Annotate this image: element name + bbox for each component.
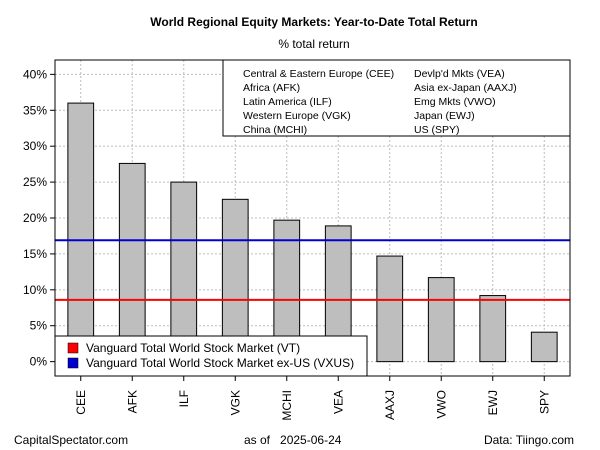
x-tick-label: AFK [125, 390, 139, 413]
category-legend-entry: China (MCHI) [243, 124, 307, 136]
reference-legend-box [54, 335, 368, 377]
bar-ewj [479, 295, 507, 363]
x-tick-label: SPY [537, 390, 551, 414]
category-legend-entry: Emg Mkts (VWO) [414, 96, 496, 108]
category-legend-entry: Western Europe (VGK) [243, 110, 351, 122]
bar-afk [118, 162, 146, 363]
x-tick-label: AAXJ [383, 390, 397, 420]
y-tick-label: 0% [30, 355, 48, 369]
bar-vgk [221, 198, 249, 363]
category-legend-box [222, 59, 571, 137]
footer-data-credit: Data: Tiingo.com [483, 433, 574, 447]
x-tick-label: VGK [228, 390, 242, 415]
x-tick-label: MCHI [280, 390, 294, 421]
category-legend-entry: Devlp'd Mkts (VEA) [414, 68, 505, 80]
y-tick-label: 40% [23, 67, 47, 81]
reference-legend-swatch [67, 357, 79, 369]
x-tick-label: VWO [434, 390, 448, 419]
category-legend-entry: US (SPY) [414, 124, 460, 136]
x-tick-label: CEE [74, 390, 88, 415]
reference-lines [55, 239, 570, 301]
reference-legend: Vanguard Total World Stock Market (VT)Va… [54, 335, 368, 377]
chart-title: World Regional Equity Markets: Year-to-D… [150, 15, 477, 29]
category-legend-entry: Central & Eastern Europe (CEE) [243, 68, 394, 80]
x-axis-ticks: CEE AFK ILF VGK MCHI VEA AAXJ VWO EWJ SPY [74, 376, 551, 421]
x-tick-label: VEA [331, 390, 345, 414]
as-of-label: as of [244, 433, 271, 447]
footer-as-of: as of 2025-06-24 [244, 433, 341, 447]
as-of-date: 2025-06-24 [280, 433, 342, 447]
plot-frame [54, 59, 571, 377]
bar-spy [530, 331, 558, 363]
footer-source: CapitalSpectator.com [14, 433, 129, 447]
y-tick-label: 10% [23, 283, 47, 297]
y-tick-label: 5% [30, 319, 48, 333]
bar-vwo [427, 277, 455, 363]
x-tick-label: EWJ [486, 390, 500, 415]
category-legend-entry: Japan (EWJ) [414, 110, 475, 122]
chart-subtitle: % total return [278, 37, 349, 51]
reference-legend-swatch [67, 342, 79, 354]
y-tick-label: 30% [23, 139, 47, 153]
y-axis-ticks: 0% 5% 10% 15% 20% 25% 30% 35% 40% [23, 67, 55, 369]
reference-legend-label: Vanguard Total World Stock Market ex-US … [86, 356, 354, 370]
bar-aaxj [376, 255, 404, 363]
category-legend-entry: Africa (AFK) [243, 82, 300, 94]
y-tick-label: 35% [23, 103, 47, 117]
x-tick-label: ILF [177, 390, 191, 407]
bars [67, 102, 558, 363]
category-legend-entry: Latin America (ILF) [243, 96, 332, 108]
y-tick-label: 15% [23, 247, 47, 261]
bar-ilf [170, 181, 198, 363]
y-tick-label: 20% [23, 211, 47, 225]
category-legend-entry: Asia ex-Japan (AAXJ) [414, 82, 517, 94]
reference-legend-label: Vanguard Total World Stock Market (VT) [86, 341, 300, 355]
bar-cee [67, 102, 95, 363]
category-legend: Central & Eastern Europe (CEE) Devlp'd Mk… [222, 59, 571, 137]
y-tick-label: 25% [23, 175, 47, 189]
